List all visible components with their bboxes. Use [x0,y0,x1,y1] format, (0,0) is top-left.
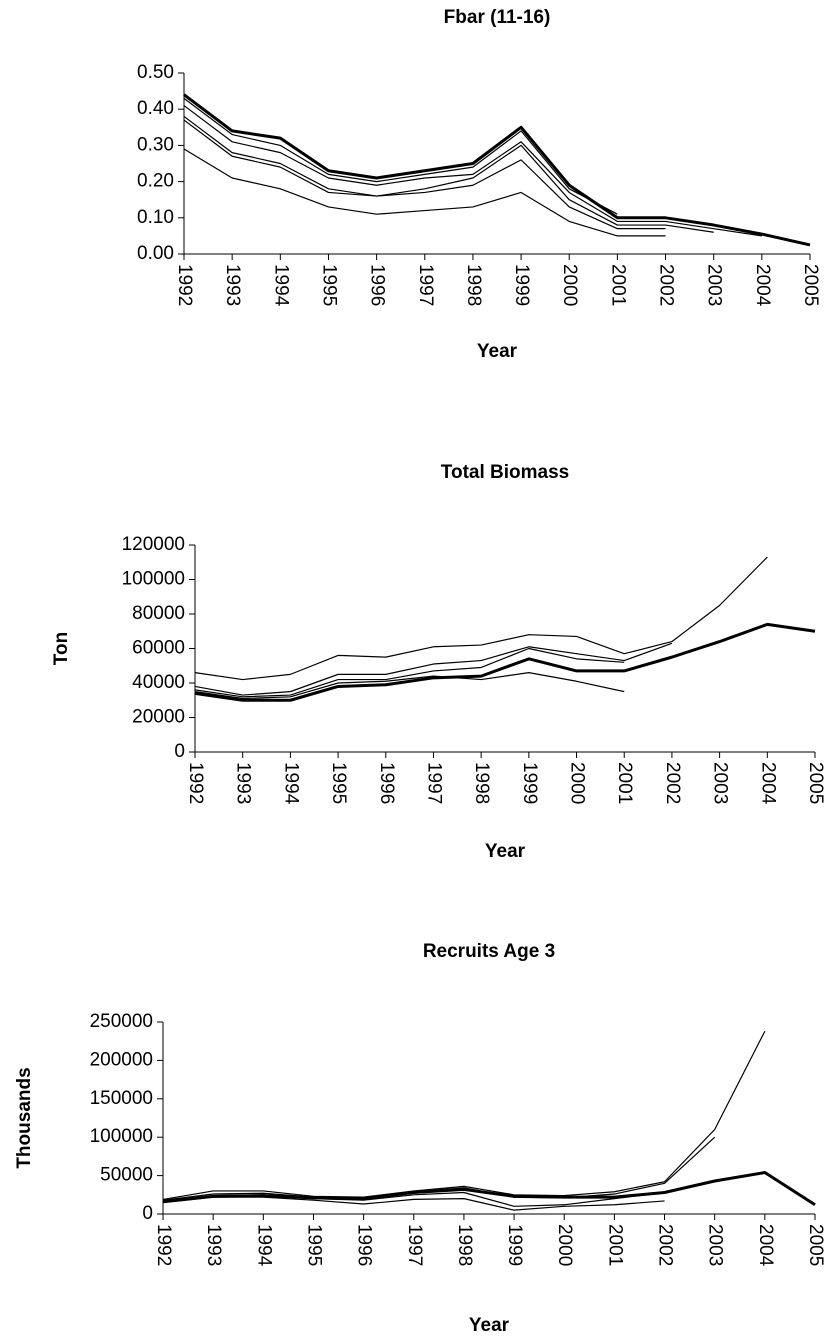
series-line [183,148,666,237]
x-tick-label: 1993 [233,762,254,804]
y-tick-label: 0.50 [137,62,174,83]
x-tick-label: 2002 [656,264,677,306]
chart-title: Recruits Age 3 [423,941,555,962]
x-tick-label: 1996 [367,264,388,306]
x-tick-label: 2003 [705,1224,726,1266]
y-tick-label: 80000 [132,603,185,624]
x-tick-label: 1994 [253,1224,274,1267]
series-line [183,105,762,237]
x-tick-label: 2000 [554,1224,575,1266]
x-tick-label: 1999 [519,762,540,804]
y-tick-label: 60000 [132,638,185,659]
y-tick-label: 20000 [132,707,185,728]
x-tick-label: 1998 [463,264,484,306]
y-tick-label: 0.30 [137,134,174,155]
y-tick-label: 0 [142,1203,153,1224]
x-tick-label: 2005 [800,264,821,306]
x-tick-label: 1998 [471,762,492,804]
y-tick-label: 0.10 [137,207,174,228]
series-line [194,642,673,696]
chart-title: Fbar (11-16) [444,7,551,28]
y-tick-label: 100000 [90,1126,153,1147]
y-tick-label: 120000 [122,534,185,555]
x-tick-label: 1993 [203,1224,224,1266]
series-line [183,115,714,233]
x-tick-label: 2004 [752,264,773,307]
x-tick-label: 2004 [755,1224,776,1267]
x-tick-label: 1998 [454,1224,475,1266]
y-tick-label: 250000 [90,1011,153,1032]
x-tick-label: 2005 [805,1224,826,1266]
x-tick-label: 2005 [805,762,826,804]
x-tick-label: 1999 [511,264,532,306]
x-tick-label: 2003 [710,762,731,804]
x-tick-label: 1996 [376,762,397,804]
x-tick-label: 1997 [404,1224,425,1266]
x-tick-label: 1993 [222,264,243,306]
series-line [183,97,618,215]
series-line [194,556,768,681]
x-tick-label: 1996 [354,1224,375,1266]
y-tick-label: 100000 [122,569,185,590]
x-tick-label: 2003 [704,264,725,306]
x-axis-label: Year [469,1315,510,1336]
x-axis-label: Year [485,841,526,862]
series-line [183,119,666,230]
y-axis-label: Ton [51,632,72,665]
series-line [162,1136,716,1201]
y-tick-label: 40000 [132,672,185,693]
x-tick-label: 1995 [318,264,339,306]
x-tick-label: 2002 [662,762,683,804]
series-line [183,93,811,247]
series-line [162,1191,665,1207]
x-tick-label: 1992 [174,264,195,306]
x-tick-label: 1995 [303,1224,324,1266]
x-tick-label: 1994 [270,264,291,307]
series-line [194,622,816,702]
x-tick-label: 1997 [423,762,444,804]
series-line [194,672,625,700]
x-tick-label: 1994 [280,762,301,805]
x-tick-label: 2001 [607,264,628,306]
x-tick-label: 2000 [559,264,580,306]
y-tick-label: 0.40 [137,98,174,119]
y-tick-label: 150000 [90,1088,153,1109]
series-line [162,1196,665,1211]
x-tick-label: 1995 [328,762,349,804]
y-tick-label: 200000 [90,1049,153,1070]
x-tick-label: 2002 [655,1224,676,1266]
x-tick-label: 2001 [614,762,635,804]
x-tick-label: 2004 [757,762,778,805]
x-tick-label: 2001 [604,1224,625,1266]
y-tick-label: 0.00 [137,243,174,264]
y-tick-label: 0 [174,741,185,762]
series-line [162,1030,766,1201]
x-tick-label: 1992 [185,762,206,804]
series-line [194,647,625,698]
x-tick-label: 2000 [567,762,588,804]
y-tick-label: 50000 [100,1165,153,1186]
x-tick-label: 1997 [415,264,436,306]
y-tick-label: 0.20 [137,171,174,192]
x-tick-label: 1992 [153,1224,174,1266]
x-axis-label: Year [477,341,518,362]
y-axis-label: Thousands [14,1067,35,1168]
x-tick-label: 1999 [504,1224,525,1266]
chart-title: Total Biomass [441,462,569,483]
